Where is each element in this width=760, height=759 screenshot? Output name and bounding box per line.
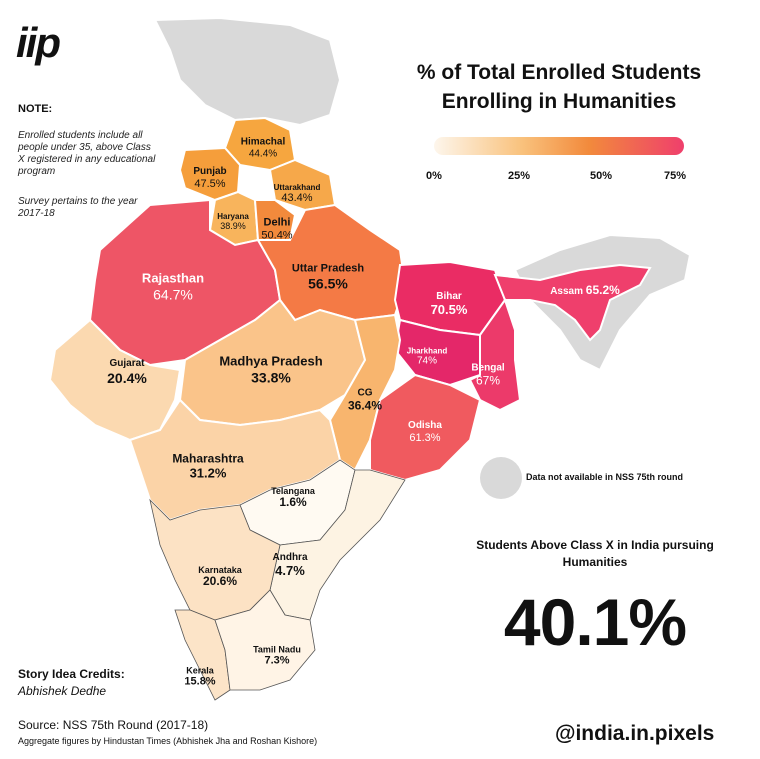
state-label-assam: Assam 65.2% xyxy=(550,283,620,298)
headline-stat-value: 40.1% xyxy=(503,585,687,659)
legend-tick-25: 25% xyxy=(508,170,531,182)
note-text-survey: Survey pertains to the year 2017-18 xyxy=(18,196,138,219)
credits-name: Abhishek Dedhe xyxy=(18,684,107,698)
na-legend-swatch xyxy=(480,457,522,499)
chart-title: % of Total Enrolled Students Enrolling i… xyxy=(416,61,702,113)
state-label-kerala: Kerala 15.8% xyxy=(184,665,216,688)
state-label-uttarakhand: Uttarakhand 43.4% xyxy=(273,183,321,205)
legend-tick-50: 50% xyxy=(590,170,613,182)
legend-tick-0: 0% xyxy=(426,170,442,182)
state-label-bengal: Bengal 67% xyxy=(471,362,505,387)
iip-logo: iip xyxy=(16,19,61,66)
state-odisha xyxy=(369,373,482,482)
state-label-jharkhand: Jharkhand 74% xyxy=(406,346,448,367)
state-gujarat xyxy=(48,318,182,442)
state-bengal xyxy=(468,297,522,412)
state-label-maharashtra: Maharashtra 31.2% xyxy=(172,451,244,481)
state-tamilnadu xyxy=(214,589,316,691)
legend-tick-75: 75% xyxy=(664,170,687,182)
aggregate-credit: Aggregate figures by Hindustan Times (Ab… xyxy=(18,736,318,746)
state-label-gujarat: Gujarat 20.4% xyxy=(107,358,147,386)
note-heading: NOTE: xyxy=(18,103,53,115)
na-legend-label: Data not available in NSS 75th round xyxy=(526,472,684,482)
state-jk xyxy=(153,16,342,127)
state-label-tamilnadu: Tamil Nadu 7.3% xyxy=(253,644,301,667)
credits-heading: Story Idea Credits: xyxy=(18,667,125,681)
state-label-rajasthan: Rajasthan 64.7% xyxy=(141,270,205,303)
state-label-telangana: Telangana 1.6% xyxy=(271,485,315,510)
headline-stat-label: Students Above Class X in India pursuing… xyxy=(476,538,714,569)
note-text-enrolled: Enrolled students include all people und… xyxy=(18,130,156,177)
state-label-karnataka: Karnataka 20.6% xyxy=(198,564,242,589)
source-line: Source: NSS 75th Round (2017-18) xyxy=(18,718,209,732)
state-label-mp: Madhya Pradesh 33.8% xyxy=(219,353,323,386)
state-label-delhi: Delhi 50.4% xyxy=(261,216,293,241)
state-label-up: Uttar Pradesh 56.5% xyxy=(291,262,365,292)
legend-gradient-bar xyxy=(434,137,684,155)
state-delhi xyxy=(253,199,297,241)
state-label-himachal: Himachal 44.4% xyxy=(240,136,286,160)
state-assam xyxy=(493,263,652,342)
state-label-bihar: Bihar 70.5% xyxy=(430,290,468,317)
state-cg xyxy=(328,313,402,472)
social-handle: @india.in.pixels xyxy=(555,722,715,745)
state-label-cg: CG 36.4% xyxy=(347,387,383,412)
state-label-punjab: Punjab 47.5% xyxy=(193,165,227,190)
state-label-odisha: Odisha 61.3% xyxy=(408,419,442,444)
state-label-haryana: Haryana 38.9% xyxy=(217,212,249,232)
state-label-andhra: Andhra 4.7% xyxy=(272,551,308,578)
